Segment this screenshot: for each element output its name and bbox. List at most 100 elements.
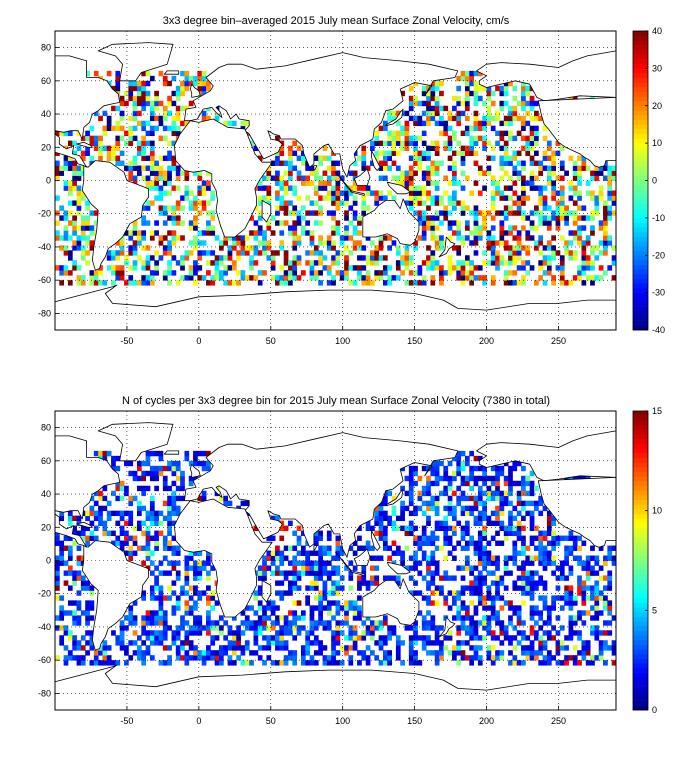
bin-cell [443,645,449,651]
bin-cell [193,590,198,596]
bin-cell [149,500,155,507]
bin-cell [559,645,565,651]
bin-cell [382,655,388,661]
bin-cell [128,125,134,132]
bin-cell [136,120,142,127]
bin-cell [175,235,181,241]
bin-cell [408,255,414,261]
bin-cell [525,655,531,661]
bin-cell [400,170,405,176]
bin-cell [495,590,500,596]
bin-cell [93,450,99,457]
bin-cell [581,245,587,251]
bin-cell [477,560,483,566]
bin-cell [313,650,319,656]
bin-cell [296,525,302,531]
bin-cell [128,95,134,102]
bin-cell [430,115,436,122]
bin-cell [603,640,608,646]
bin-cell [594,655,600,661]
bin-cell [551,280,556,286]
bin-cell [201,460,207,467]
bin-cell [559,280,565,286]
bin-cell [171,510,177,517]
bin-cell [326,605,332,611]
bin-cell [477,455,483,462]
bin-cell [508,510,513,517]
bin-cell [482,125,487,132]
bin-cell [275,555,280,561]
bin-cell [270,660,276,666]
bin-cell [136,635,142,641]
bin-cell [564,595,569,601]
colorbar-step [633,700,648,706]
bin-cell [508,600,513,606]
bin-cell [240,610,246,616]
bin-cell [141,490,147,497]
bin-cell [309,640,315,646]
bin-cell [305,560,311,566]
bin-cell [559,275,565,281]
bin-cell [136,485,142,492]
bin-cell [348,570,354,576]
bin-cell [370,240,375,246]
bin-cell [257,630,263,636]
colorbar-step [633,443,648,449]
bin-cell [421,215,427,221]
bin-cell [534,135,539,142]
bin-cell [559,215,565,221]
bin-cell [206,170,211,176]
bin-cell [464,205,470,211]
bin-cell [188,605,194,611]
bin-cell [370,650,375,656]
bin-cell [512,525,518,531]
bin-cell [197,250,203,256]
bin-cell [223,270,229,276]
bin-cell [193,605,198,611]
bin-cell [184,105,190,112]
bin-cell [115,660,121,666]
bin-cell [67,650,73,656]
bin-cell [426,220,431,226]
bin-cell [318,240,323,246]
bin-cell [477,485,483,492]
bin-cell [426,610,431,616]
bin-cell [344,645,349,651]
bin-cell [279,275,285,281]
bin-cell [262,605,267,611]
bin-cell [63,180,69,186]
bin-cell [171,520,177,527]
bin-cell [590,625,595,631]
bin-cell [128,640,134,646]
bin-cell [598,630,604,636]
colorbar-step [633,630,648,636]
colorbar-step [633,490,648,496]
bin-cell [193,620,198,626]
bin-cell [598,595,604,601]
bin-cell [318,645,323,651]
bin-cell [585,645,591,651]
bin-cell [223,255,229,261]
bin-cell [322,585,328,591]
bin-cell [387,630,392,636]
bin-cell [456,275,462,281]
bin-cell [283,170,289,176]
bin-cell [98,265,103,271]
bin-cell [197,655,203,661]
bin-cell [577,225,582,231]
bin-cell [607,645,613,651]
colorbar-step [633,40,648,46]
bin-cell [335,175,341,181]
bin-cell [572,200,578,206]
x-tick-label: 250 [551,336,566,346]
bin-cell [521,185,526,191]
bin-cell [542,150,548,156]
bin-cell [249,620,254,626]
bin-cell [546,270,552,276]
bin-cell [434,145,440,151]
bin-cell [555,190,561,196]
bin-cell [378,255,384,261]
bin-cell [417,545,423,551]
bin-cell [370,260,375,266]
bin-cell [93,220,99,226]
